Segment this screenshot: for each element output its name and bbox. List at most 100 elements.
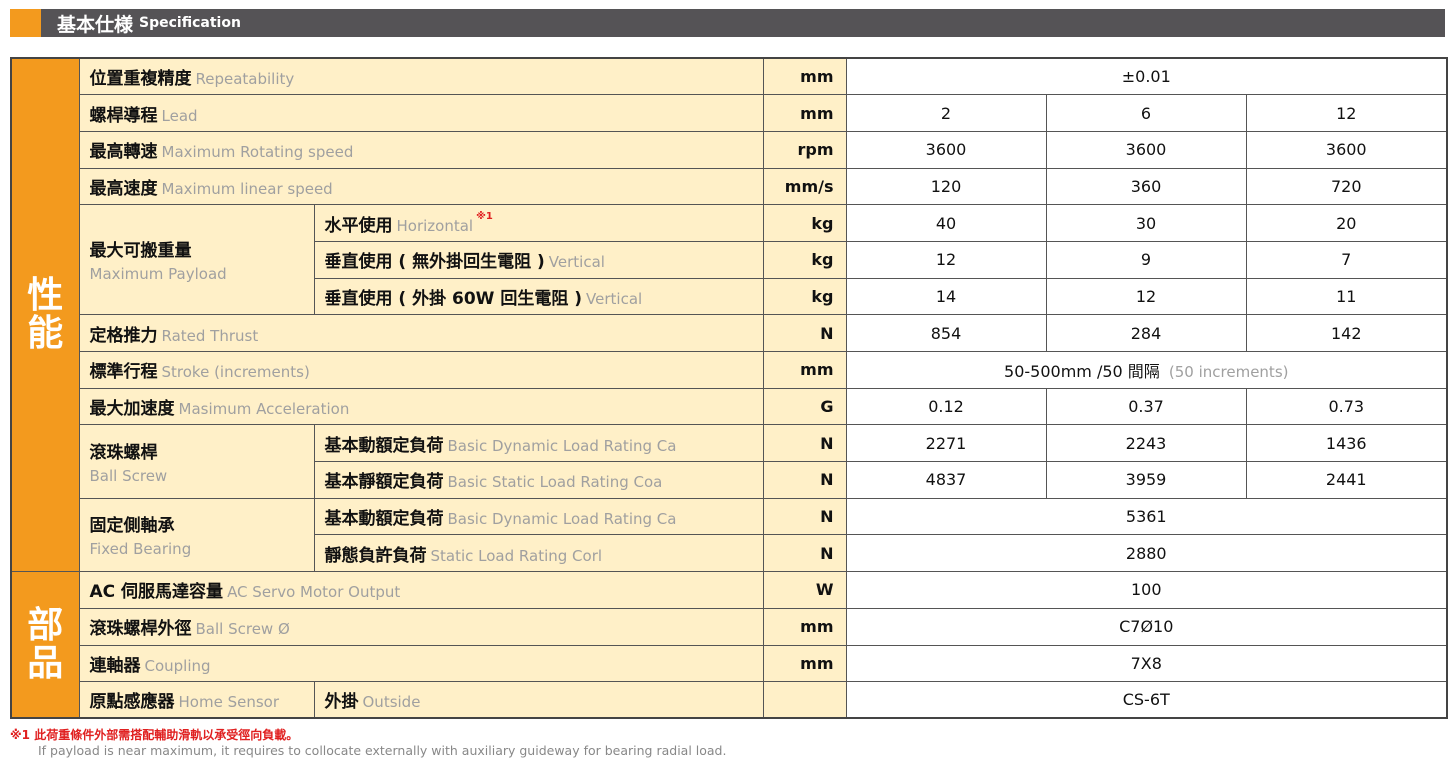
value-cell: 120 [845,167,1047,206]
label-zh: AC 伺服馬達容量 [89,582,224,603]
table-row: 最大可搬重量 Maximum Payload 水平使用 Horizontal※1 kg 4… [11,204,1448,316]
label-en: Vertical [548,253,605,272]
sub-label: 基本動額定負荷 Basic Dynamic Load Rating Ca [313,424,764,463]
value-cell: 2880 [845,534,1448,573]
value-cell: 854 [845,314,1047,352]
value-cell: 1436 [1245,424,1448,463]
sub-label: 基本靜額定負荷 Basic Static Load Rating Coa [313,461,764,499]
spec-label: 位置重複精度 Repeatability [78,57,764,96]
label-zh: 最大加速度 [89,399,175,420]
unit-cell: rpm [762,130,847,169]
unit-cell: mm [762,57,847,96]
unit-cell: N [762,461,847,499]
group-label: 原點感應器 Home Sensor [78,681,315,719]
table-row: 最大加速度 Masimum Acceleration G 0.12 0.37 0.73 [11,387,1448,426]
label-zh: 標準行程 [89,362,158,383]
unit-cell: kg [762,240,847,279]
value-cell: 7X8 [845,644,1448,683]
table-row: 螺桿導程 Lead mm 2 6 12 [11,94,1448,132]
label-zh: 水平使用 [324,215,393,236]
sub-label: 垂直使用 ( 外掛 60W 回生電阻 ) Vertical [313,277,764,316]
unit-cell: mm [762,351,847,389]
table-row: 連軸器 Coupling mm 7X8 [11,644,1448,683]
spec-label: 最高轉速 Maximum Rotating speed [78,130,764,169]
value-cell: 0.37 [1045,387,1247,426]
table-row: 定格推力 Rated Thrust N 854 284 142 [11,314,1448,352]
header-title-zh: 基本仕様 [57,13,134,36]
table-row: 固定側軸承 Fixed Bearing 基本動額定負荷 Basic Dynamic L… [11,497,1448,573]
value-cell: 3600 [1045,130,1247,169]
label-en: Maximum Rotating speed [161,143,354,162]
table-row: 部品 AC 伺服馬達容量 AC Servo Motor Output W 100 [10,571,1448,719]
footnote-zh: ※1 此荷重條件外部需搭配輔助滑軌以承受徑向負載。 [10,728,299,742]
value-cell: 9 [1045,240,1247,279]
table-row: 標準行程 Stroke (increments) mm 50-500mm /50 間隔… [11,351,1448,389]
value-cell: ±0.01 [845,57,1448,96]
footnote-en: If payload is near maximum, it requires … [38,743,727,758]
value-cell: 50-500mm /50 間隔 (50 increments) [845,351,1448,389]
value-cell: 720 [1245,167,1448,206]
table-row: 垂直使用 ( 外掛 60W 回生電阻 ) Vertical kg 14 12 11 [11,277,1448,316]
table-row: 最高速度 Maximum linear speed mm/s 120 360 720 [11,167,1448,206]
value-cell: 100 [845,571,1448,609]
table-row: 滾珠螺桿 Ball Screw 基本動額定負荷 Basic Dynamic Load … [11,424,1448,499]
label-en: Maximum linear speed [161,179,333,198]
header-title-en: Specification [139,15,241,31]
value-cell: 7 [1245,240,1448,279]
label-zh: 最高轉速 [89,142,158,163]
sub-label: 水平使用 Horizontal※1 [313,204,764,242]
value-cell: 40 [845,204,1047,242]
value-cell: 2271 [845,424,1047,463]
label-en: Ball Screw Ø [195,620,290,639]
value-cell: 0.12 [845,387,1047,426]
category-parts: 部品 [10,571,80,719]
spec-label: 定格推力 Rated Thrust [78,314,764,352]
value-cell: 284 [1045,314,1247,352]
group-label: 固定側軸承 Fixed Bearing [78,497,315,573]
value-cell: 20 [1245,204,1448,242]
sub-label: 垂直使用 ( 無外掛回生電阻 ) Vertical [313,240,764,279]
spec-label: 最高速度 Maximum linear speed [78,167,764,206]
unit-cell: mm/s [762,167,847,206]
label-zh: 靜態負許負荷 [324,545,427,566]
sub-label: 外掛 Outside [313,681,764,719]
unit-cell [762,681,847,719]
unit-cell: kg [762,204,847,242]
label-en: Rated Thrust [161,326,259,345]
spec-table: 性能位置重複精度 Repeatability mm ±0.01 螺桿導程 Lead mm 2 6… [10,57,1448,720]
table-row: 垂直使用 ( 無外掛回生電阻 ) Vertical kg 12 9 7 [11,240,1448,279]
value-cell: 4837 [845,461,1047,499]
footnote-mark: ※1 [476,210,493,222]
label-en: Basic Dynamic Load Rating Ca [447,436,677,455]
spec-label: 連軸器 Coupling [78,644,764,683]
label-en: Repeatability [195,70,295,89]
unit-cell: mm [762,607,847,646]
value-cell: 14 [845,277,1047,316]
value-cell: 2441 [1245,461,1448,499]
value-cell: 5361 [845,497,1448,536]
table-row: 最高轉速 Maximum Rotating speed rpm 3600 3600 360… [11,130,1448,169]
header-accent [10,9,41,37]
value-cell: 12 [1245,94,1448,132]
table-row: 性能位置重複精度 Repeatability mm ±0.01 [10,57,1448,573]
label-zh: 外掛 [324,692,359,713]
label-zh: 垂直使用 ( 外掛 60W 回生電阻 ) [324,288,583,309]
spec-label: 滾珠螺桿外徑 Ball Screw Ø [78,607,764,646]
unit-cell: kg [762,277,847,316]
label-en: Basic Static Load Rating Coa [447,473,663,492]
sub-label: 靜態負許負荷 Static Load Rating Corl [313,534,764,573]
value-cell: 360 [1045,167,1247,206]
unit-cell: G [762,387,847,426]
label-zh: 連軸器 [89,655,141,676]
sub-label: 基本動額定負荷 Basic Dynamic Load Rating Ca [313,497,764,536]
value-cell: 3959 [1045,461,1247,499]
value-cell: 2243 [1045,424,1247,463]
label-en: Lead [161,106,198,125]
table-row: 靜態負許負荷 Static Load Rating Corl N 2880 [11,534,1448,573]
label-en: Horizontal [396,216,474,235]
label-zh: 螺桿導程 [89,105,158,126]
value-cell: 30 [1045,204,1247,242]
group-label: 最大可搬重量 Maximum Payload [78,204,315,316]
unit-cell: mm [762,94,847,132]
